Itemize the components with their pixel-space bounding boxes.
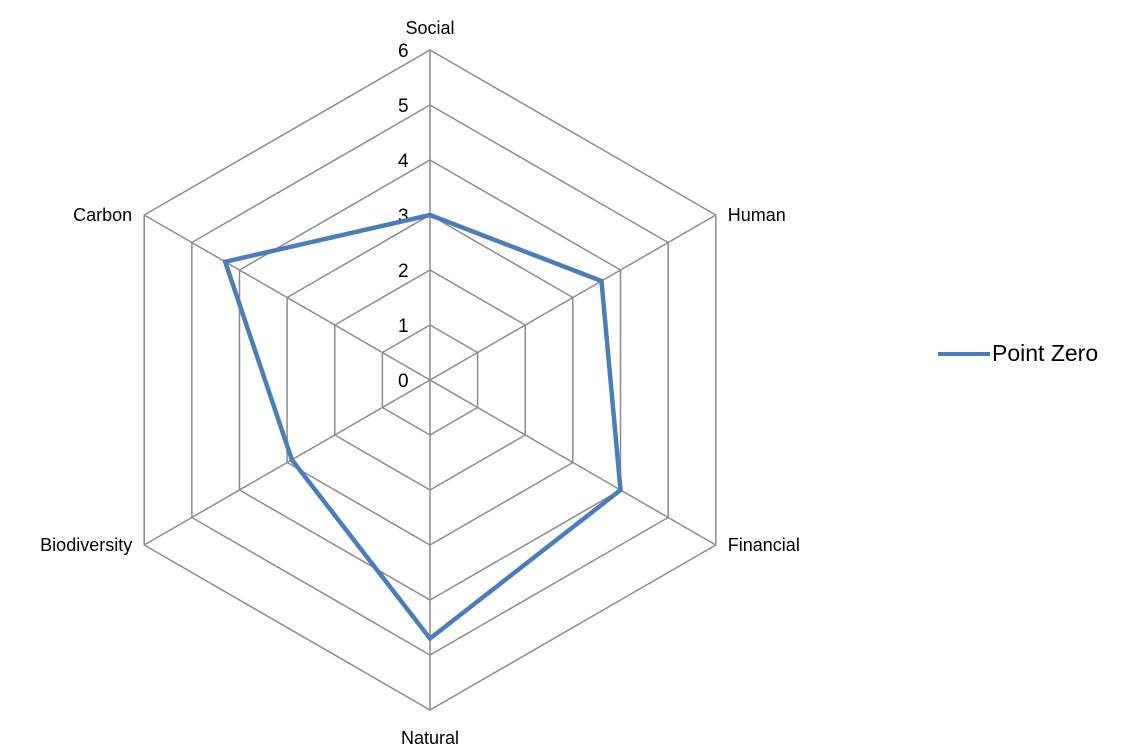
- tick-label: 4: [398, 151, 409, 172]
- category-label: Human: [728, 205, 786, 225]
- axis-spoke: [429, 379, 717, 546]
- tick-label: 1: [398, 316, 409, 337]
- tick-label: 6: [398, 41, 409, 62]
- category-label: Biodiversity: [40, 535, 132, 555]
- axis-spoke: [143, 379, 431, 546]
- legend-label: Point Zero: [992, 340, 1099, 366]
- category-label: Social: [405, 18, 454, 38]
- category-label: Financial: [728, 535, 800, 555]
- tick-label: 0: [398, 371, 409, 392]
- tick-label: 5: [398, 96, 409, 117]
- radial-tick-labels: 0 1 2 3 4 5 6: [398, 41, 409, 392]
- legend: Point Zero: [938, 340, 1098, 367]
- axis-spoke: [143, 214, 431, 381]
- series-layer: [222, 212, 623, 642]
- series-line: [222, 212, 623, 642]
- tick-label: 2: [398, 261, 409, 282]
- category-labels: Social Human Financial Natural Biodiversity C…: [40, 18, 800, 748]
- category-label: Natural: [401, 728, 459, 748]
- radar-grid: [143, 49, 717, 711]
- category-label: Carbon: [73, 205, 132, 225]
- tick-label: 3: [398, 206, 409, 227]
- legend-swatch: [938, 351, 990, 356]
- axis-spoke: [429, 214, 717, 381]
